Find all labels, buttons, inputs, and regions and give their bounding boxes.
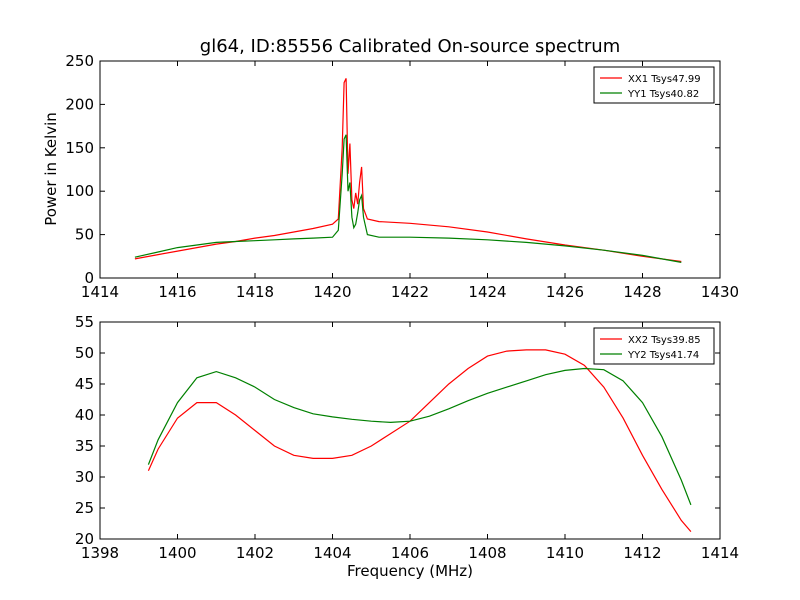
x-tick-label-1-3: 1404 [313,544,351,562]
x-tick-label-1-6: 1410 [546,544,584,562]
x-tick-label-0-6: 1426 [546,283,584,301]
y-tick-label-1-2: 30 [75,468,94,486]
x-tick-label-0-5: 1424 [468,283,506,301]
chart-title: gl64, ID:85556 Calibrated On-source spec… [200,36,620,57]
y-axis-label-top: Power in Kelvin [42,112,60,226]
legend-label-0-1: YY1 Tsys40.82 [627,89,699,100]
x-tick-label-0-8: 1430 [701,283,739,301]
y-tick-label-1-4: 40 [75,406,94,424]
top-panel: 1414 1416 1418 1420 1422 1424 1426 1428 1430 0 50 1… [65,52,739,301]
legend-box-0 [593,66,715,104]
series-line-0-1 [134,134,682,263]
x-tick-label-0-3: 1420 [313,283,351,301]
x-tick-label-0-0: 1414 [81,283,119,301]
x-tick-label-0-4: 1422 [391,283,429,301]
x-tick-label-0-1: 1416 [158,283,196,301]
legend-0: XX1 Tsys47.99 YY1 Tsys40.82 [593,66,715,104]
x-tick-label-1-1: 1400 [158,544,196,562]
x-tick-label-1-5: 1408 [468,544,506,562]
legend-label-0-0: XX1 Tsys47.99 [628,74,701,85]
x-tick-label-1-0: 1398 [81,544,119,562]
bottom-panel: 1398 1400 1402 1404 1406 1408 1410 1412 1414 20 25… [75,313,739,562]
x-tick-label-1-4: 1406 [391,544,429,562]
y-tick-label-0-1: 50 [75,226,94,244]
y-tick-label-0-5: 250 [65,52,94,70]
y-tick-label-0-3: 150 [65,139,94,157]
y-tick-label-1-7: 55 [75,313,94,331]
series-line-0-0 [134,78,682,263]
series-line-1-1 [147,367,692,506]
y-tick-label-1-1: 25 [75,499,94,517]
y-tick-label-1-5: 45 [75,375,94,393]
y-tick-label-1-6: 50 [75,344,94,362]
y-tick-label-0-0: 0 [84,269,94,287]
y-tick-label-0-4: 200 [65,95,94,113]
legend-label-1-0: XX2 Tsys39.85 [628,335,701,346]
x-tick-label-1-2: 1402 [236,544,274,562]
x-tick-label-1-8: 1414 [701,544,739,562]
y-tick-label-1-3: 35 [75,437,94,455]
legend-box-1 [593,327,715,365]
y-tick-label-1-0: 20 [75,530,94,548]
legend-1: XX2 Tsys39.85 YY2 Tsys41.74 [593,327,715,365]
y-tick-label-0-2: 100 [65,182,94,200]
x-tick-label-0-7: 1428 [623,283,661,301]
x-tick-label-0-2: 1418 [236,283,274,301]
legend-label-1-1: YY2 Tsys41.74 [627,350,699,361]
x-tick-label-1-7: 1412 [623,544,661,562]
x-axis-label-bottom: Frequency (MHz) [347,562,473,580]
series-line-1-0 [147,349,692,532]
